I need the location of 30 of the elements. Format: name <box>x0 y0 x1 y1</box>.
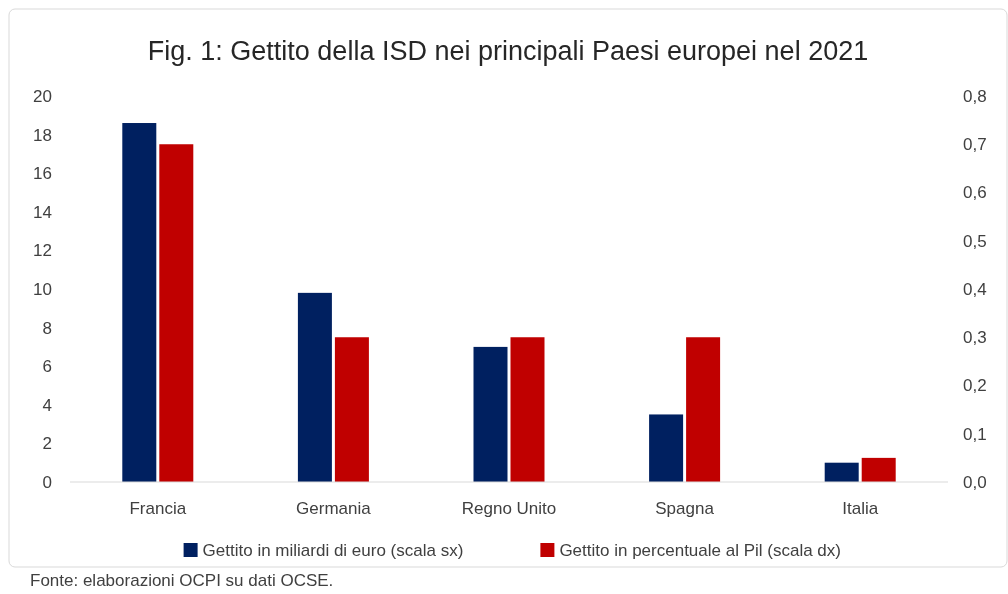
chart-title: Fig. 1: Gettito della ISD nei principali Paesi europei nel 2021 <box>147 36 869 66</box>
legend-label: Gettito in miliardi di euro (scala sx) <box>202 540 464 560</box>
y-tick-label: 18 <box>33 125 52 145</box>
y2-tick-label: 0,2 <box>963 376 987 396</box>
x-tick-label: Germania <box>296 499 372 518</box>
bar <box>686 337 721 482</box>
y2-tick-label: 0,5 <box>963 231 987 251</box>
y-tick-label: 14 <box>33 202 52 222</box>
y-tick-label: 10 <box>33 279 52 299</box>
y-tick-label: 0 <box>42 472 52 492</box>
source-note: Fonte: elaborazioni OCPI su dati OCSE. <box>30 571 334 590</box>
y-tick-label: 2 <box>42 434 52 454</box>
y-tick-label: 4 <box>42 395 52 415</box>
y-tick-label: 12 <box>33 241 52 261</box>
legend-label: Gettito in percentuale al Pil (scala dx) <box>559 540 841 560</box>
y2-tick-label: 0,0 <box>963 472 987 492</box>
x-tick-label: Regno Unito <box>461 499 557 518</box>
y2-tick-label: 0,6 <box>963 183 987 203</box>
y2-tick-label: 0,4 <box>963 279 987 299</box>
y-tick-label: 6 <box>42 357 52 377</box>
x-tick-label: Spagna <box>655 499 715 518</box>
y-tick-label: 16 <box>33 164 52 184</box>
x-tick-label: Francia <box>129 499 187 518</box>
y2-tick-label: 0,1 <box>963 424 987 444</box>
y-tick-label: 8 <box>42 318 52 338</box>
y2-tick-label: 0,7 <box>963 135 987 155</box>
y2-tick-label: 0,8 <box>963 86 987 106</box>
x-tick-label: Italia <box>842 499 879 518</box>
y2-tick-label: 0,3 <box>963 328 987 348</box>
y-tick-label: 20 <box>33 86 52 106</box>
